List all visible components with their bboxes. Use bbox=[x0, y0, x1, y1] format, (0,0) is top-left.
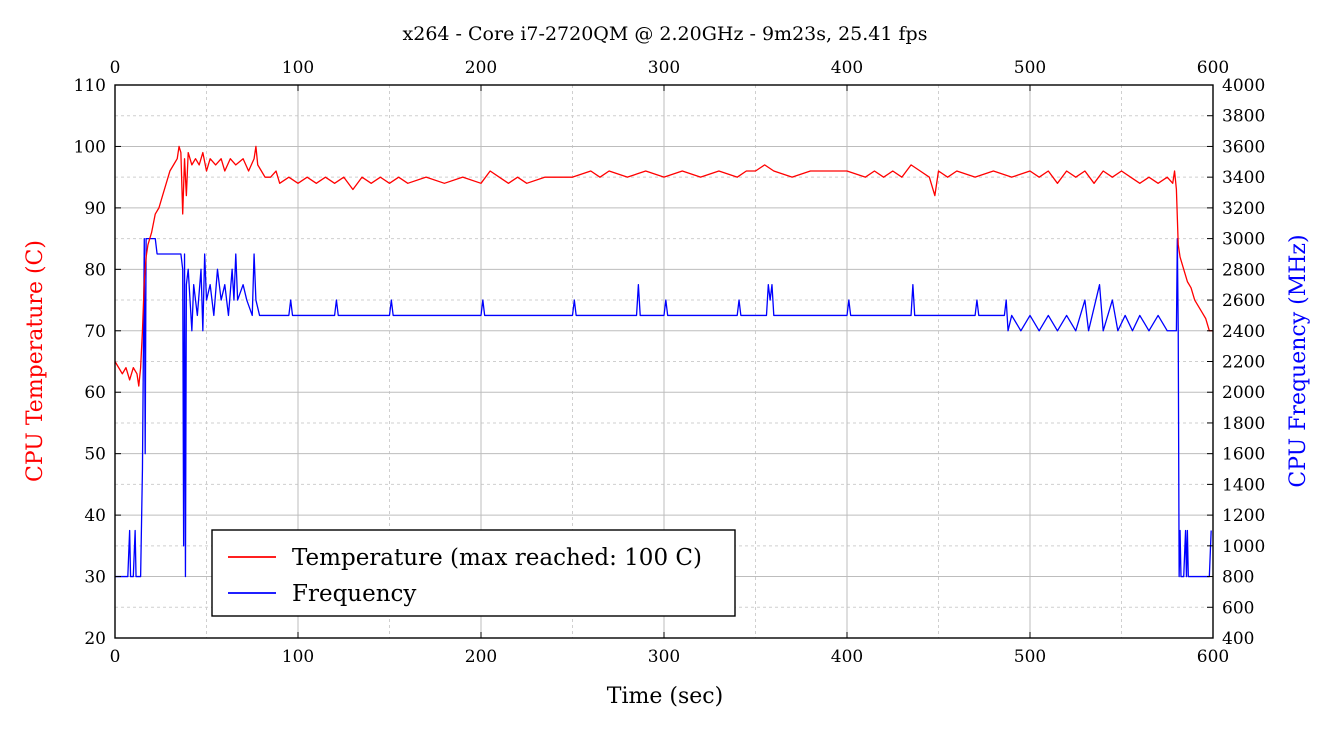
x-tick-label: 600 bbox=[1197, 647, 1229, 667]
left-tick-label: 70 bbox=[84, 322, 106, 342]
right-tick-label: 2000 bbox=[1222, 383, 1265, 403]
left-tick-label: 80 bbox=[84, 260, 106, 280]
frequency-line bbox=[115, 237, 1212, 578]
legend-box bbox=[211, 529, 736, 617]
x-tick-label-top: 0 bbox=[110, 58, 121, 78]
left-tick-label: 40 bbox=[84, 506, 106, 526]
x-tick-label: 200 bbox=[465, 647, 497, 667]
right-axis-label: CPU Frequency (MHz) bbox=[1286, 234, 1311, 487]
right-tick-label: 1600 bbox=[1222, 445, 1265, 465]
x-axis-label: Time (sec) bbox=[607, 684, 723, 709]
right-tick-label: 2200 bbox=[1222, 353, 1265, 373]
legend-label-frequency: Frequency bbox=[292, 581, 416, 607]
x-tick-label: 0 bbox=[110, 647, 121, 667]
right-tick-label: 1000 bbox=[1222, 537, 1265, 557]
right-tick-label: 800 bbox=[1222, 568, 1254, 588]
right-tick-label: 3400 bbox=[1222, 168, 1265, 188]
x-tick-label-top: 500 bbox=[1014, 58, 1046, 78]
left-tick-label: 50 bbox=[84, 445, 106, 465]
right-tick-label: 600 bbox=[1222, 598, 1254, 618]
right-tick-label: 1200 bbox=[1222, 506, 1265, 526]
right-tick-label: 2600 bbox=[1222, 291, 1265, 311]
x-tick-label: 500 bbox=[1014, 647, 1046, 667]
right-tick-label: 3000 bbox=[1222, 230, 1265, 250]
x-tick-label-top: 100 bbox=[282, 58, 314, 78]
right-tick-label: 4000 bbox=[1222, 76, 1265, 96]
right-tick-label: 3800 bbox=[1222, 107, 1265, 127]
legend: Temperature (max reached: 100 C) Frequenc… bbox=[211, 529, 736, 617]
x-tick-label-top: 600 bbox=[1197, 58, 1229, 78]
right-tick-label: 1400 bbox=[1222, 475, 1265, 495]
x-tick-label: 100 bbox=[282, 647, 314, 667]
series-layer bbox=[114, 145, 1213, 578]
x-tick-label-top: 300 bbox=[648, 58, 680, 78]
left-tick-label: 20 bbox=[84, 629, 106, 649]
left-tick-label: 60 bbox=[84, 383, 106, 403]
x-tick-label: 400 bbox=[831, 647, 863, 667]
left-tick-label: 30 bbox=[84, 568, 106, 588]
temperature-line bbox=[114, 145, 1213, 387]
right-tick-label: 400 bbox=[1222, 629, 1254, 649]
left-tick-label: 110 bbox=[74, 76, 106, 96]
right-tick-label: 1800 bbox=[1222, 414, 1265, 434]
left-tick-label: 90 bbox=[84, 199, 106, 219]
legend-label-temperature: Temperature (max reached: 100 C) bbox=[292, 545, 702, 571]
right-tick-label: 3600 bbox=[1222, 137, 1265, 157]
x-tick-label: 300 bbox=[648, 647, 680, 667]
right-tick-label: 2400 bbox=[1222, 322, 1265, 342]
chart-title: x264 - Core i7-2720QM @ 2.20GHz - 9m23s,… bbox=[403, 23, 928, 45]
left-axis-label: CPU Temperature (C) bbox=[23, 240, 48, 482]
left-tick-label: 100 bbox=[74, 137, 106, 157]
right-tick-label: 2800 bbox=[1222, 260, 1265, 280]
right-tick-label: 3200 bbox=[1222, 199, 1265, 219]
x-tick-label-top: 400 bbox=[831, 58, 863, 78]
ticks-layer: 0 0 100 100 200 200 300 300 400 400 500 500 600 600 20… bbox=[74, 58, 1266, 667]
x-tick-label-top: 200 bbox=[465, 58, 497, 78]
